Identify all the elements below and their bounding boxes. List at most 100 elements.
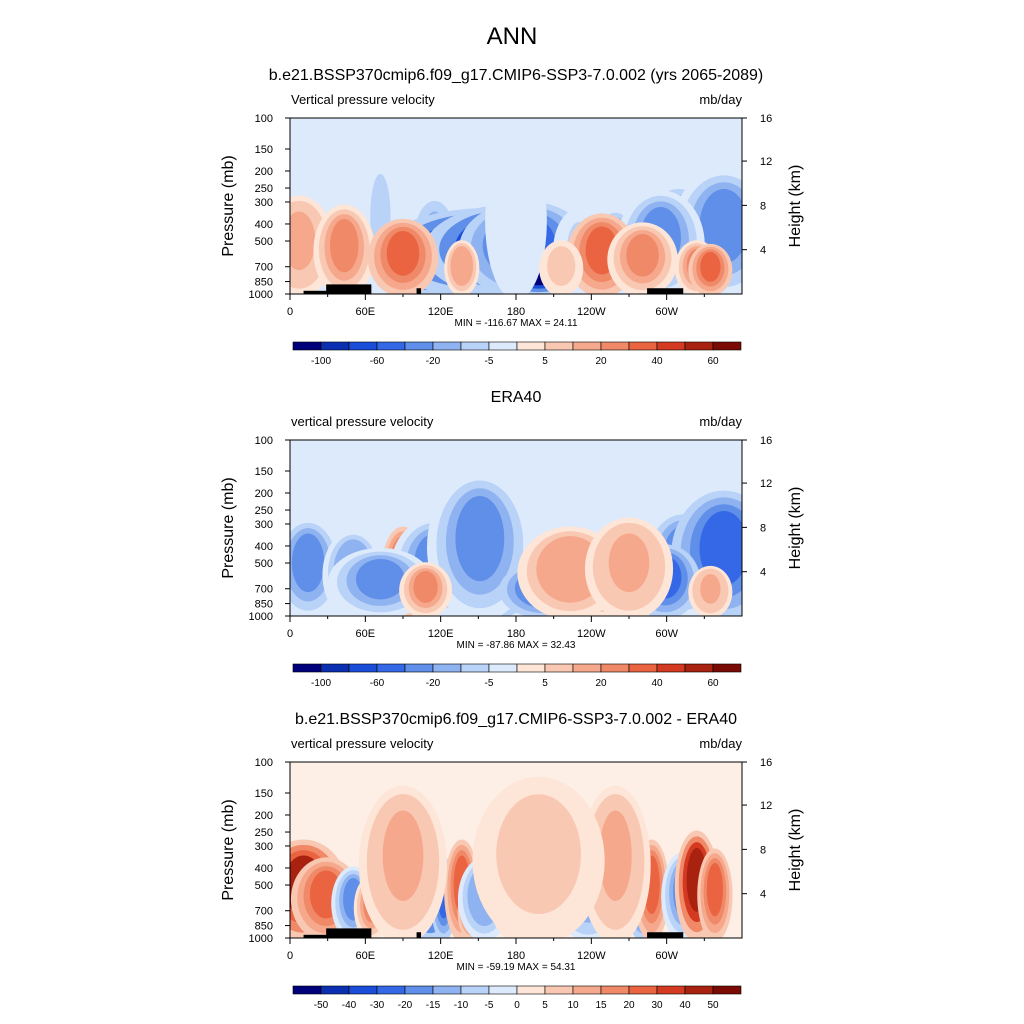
y-tick-label: 300	[255, 197, 273, 209]
contour-cell-11-level-4	[455, 495, 505, 582]
chart-panel-2: ERA40 vertical pressure velocity mb/day 100…	[220, 389, 804, 689]
contour-cell-1-level-4	[291, 533, 325, 593]
y-tick-label: 700	[255, 906, 273, 918]
x-tick-label: 120W	[577, 628, 606, 640]
y-axis-label: Pressure (mb)	[220, 799, 237, 900]
colorbar-box	[712, 663, 742, 673]
y-tick-label: 400	[255, 219, 273, 231]
colorbar-label: -20	[426, 356, 441, 367]
y-tick-label: 500	[255, 558, 273, 570]
x-tick-label: 0	[287, 628, 293, 640]
colorbar-box	[516, 341, 546, 351]
colorbar-box	[404, 985, 434, 995]
contour-cell-27-level-4	[551, 248, 572, 281]
colorbar-label: -20	[426, 678, 441, 689]
variable-label: vertical pressure velocity	[291, 414, 434, 429]
plot-area	[290, 762, 742, 938]
colorbar-box	[628, 341, 658, 351]
colorbar-box	[628, 663, 658, 673]
x-tick-label: 180	[507, 950, 525, 962]
y-tick-label: 700	[255, 262, 273, 274]
contour-cell-25-level-4	[700, 251, 721, 282]
colorbar-box	[516, 985, 546, 995]
units-label: mb/day	[699, 92, 742, 107]
colorbar-box	[432, 341, 462, 351]
x-tick-label: 60E	[356, 628, 376, 640]
colorbar-box	[516, 663, 546, 673]
colorbar-box	[684, 663, 714, 673]
colorbar-label: 5	[542, 356, 548, 367]
y2-tick-label: 8	[760, 522, 766, 534]
y-tick-label: 850	[255, 277, 273, 289]
colorbar-box	[544, 985, 574, 995]
panel-title: b.e21.BSSP370cmip6.f09_g17.CMIP6-SSP3-7.…	[295, 711, 737, 728]
colorbar-box	[292, 663, 322, 673]
contour-cell-21-level-4	[508, 802, 570, 899]
colorbar-label: 40	[651, 678, 663, 689]
y2-tick-label: 12	[760, 478, 772, 490]
x-tick-label: 0	[287, 950, 293, 962]
y-tick-label: 100	[255, 435, 273, 447]
topography-block-3	[416, 288, 422, 294]
y-tick-label: 700	[255, 584, 273, 596]
colorbar-label: 20	[595, 356, 607, 367]
colorbar-label: 30	[651, 1000, 663, 1011]
colorbar-box	[488, 663, 518, 673]
contour-cell-20-level-4	[330, 218, 359, 273]
y-tick-label: 850	[255, 599, 273, 611]
y-tick-label: 150	[255, 788, 273, 800]
colorbar-label: -100	[311, 356, 331, 367]
colorbar-label: -5	[485, 1000, 494, 1011]
colorbar-box	[656, 663, 686, 673]
topography-block-3	[416, 932, 422, 938]
colorbar-label: 50	[707, 1000, 719, 1011]
contour-cell-19-level-4	[700, 573, 721, 604]
topography-block-2	[326, 928, 372, 938]
contour-cell-18-level-4	[608, 533, 650, 593]
panel-title: b.e21.BSSP370cmip6.f09_g17.CMIP6-SSP3-7.…	[269, 67, 764, 84]
colorbar-label: 15	[595, 1000, 607, 1011]
y-tick-label: 100	[255, 113, 273, 125]
x-tick-label: 120W	[577, 950, 606, 962]
figure-title: ANN	[487, 23, 538, 50]
x-tick-label: 120E	[428, 628, 454, 640]
colorbar-box	[600, 341, 630, 351]
colorbar-label: 5	[542, 1000, 548, 1011]
y2-tick-label: 8	[760, 844, 766, 856]
contour-cell-19-level-4	[290, 211, 316, 271]
y2-tick-label: 16	[760, 113, 772, 125]
colorbar-box	[684, 341, 714, 351]
colorbar-box	[544, 341, 574, 351]
colorbar-box	[488, 341, 518, 351]
contour-cell-15-level-4	[413, 570, 438, 603]
plot-area	[290, 440, 742, 616]
contour-cell-18-level-4	[706, 862, 724, 917]
contour-cell-23-level-4	[626, 233, 659, 277]
y-tick-label: 1000	[249, 933, 273, 945]
colorbar-box	[572, 341, 602, 351]
min-max-stats: MIN = -87.86 MAX = 32.43	[457, 640, 576, 651]
units-label: mb/day	[699, 414, 742, 429]
y-tick-label: 500	[255, 236, 273, 248]
y2-axis-label: Height (km)	[787, 165, 804, 248]
contour-cell-17-level-4	[545, 540, 595, 595]
colorbar-box	[460, 341, 490, 351]
x-tick-label: 120E	[428, 306, 454, 318]
colorbar-box	[376, 663, 406, 673]
y-tick-label: 200	[255, 166, 273, 178]
colorbar-box	[348, 985, 378, 995]
colorbar-label: -60	[370, 678, 385, 689]
colorbar-label: -60	[370, 356, 385, 367]
colorbar-box	[712, 985, 742, 995]
y-tick-label: 250	[255, 505, 273, 517]
y-tick-label: 250	[255, 183, 273, 195]
colorbar-box	[348, 341, 378, 351]
colorbar-label: 10	[567, 1000, 579, 1011]
panels: b.e21.BSSP370cmip6.f09_g17.CMIP6-SSP3-7.…	[220, 67, 804, 1011]
y2-tick-label: 4	[760, 567, 766, 579]
variable-label: vertical pressure velocity	[291, 736, 434, 751]
colorbar-label: 5	[542, 678, 548, 689]
y2-tick-label: 12	[760, 156, 772, 168]
colorbar-label: -30	[370, 1000, 385, 1011]
